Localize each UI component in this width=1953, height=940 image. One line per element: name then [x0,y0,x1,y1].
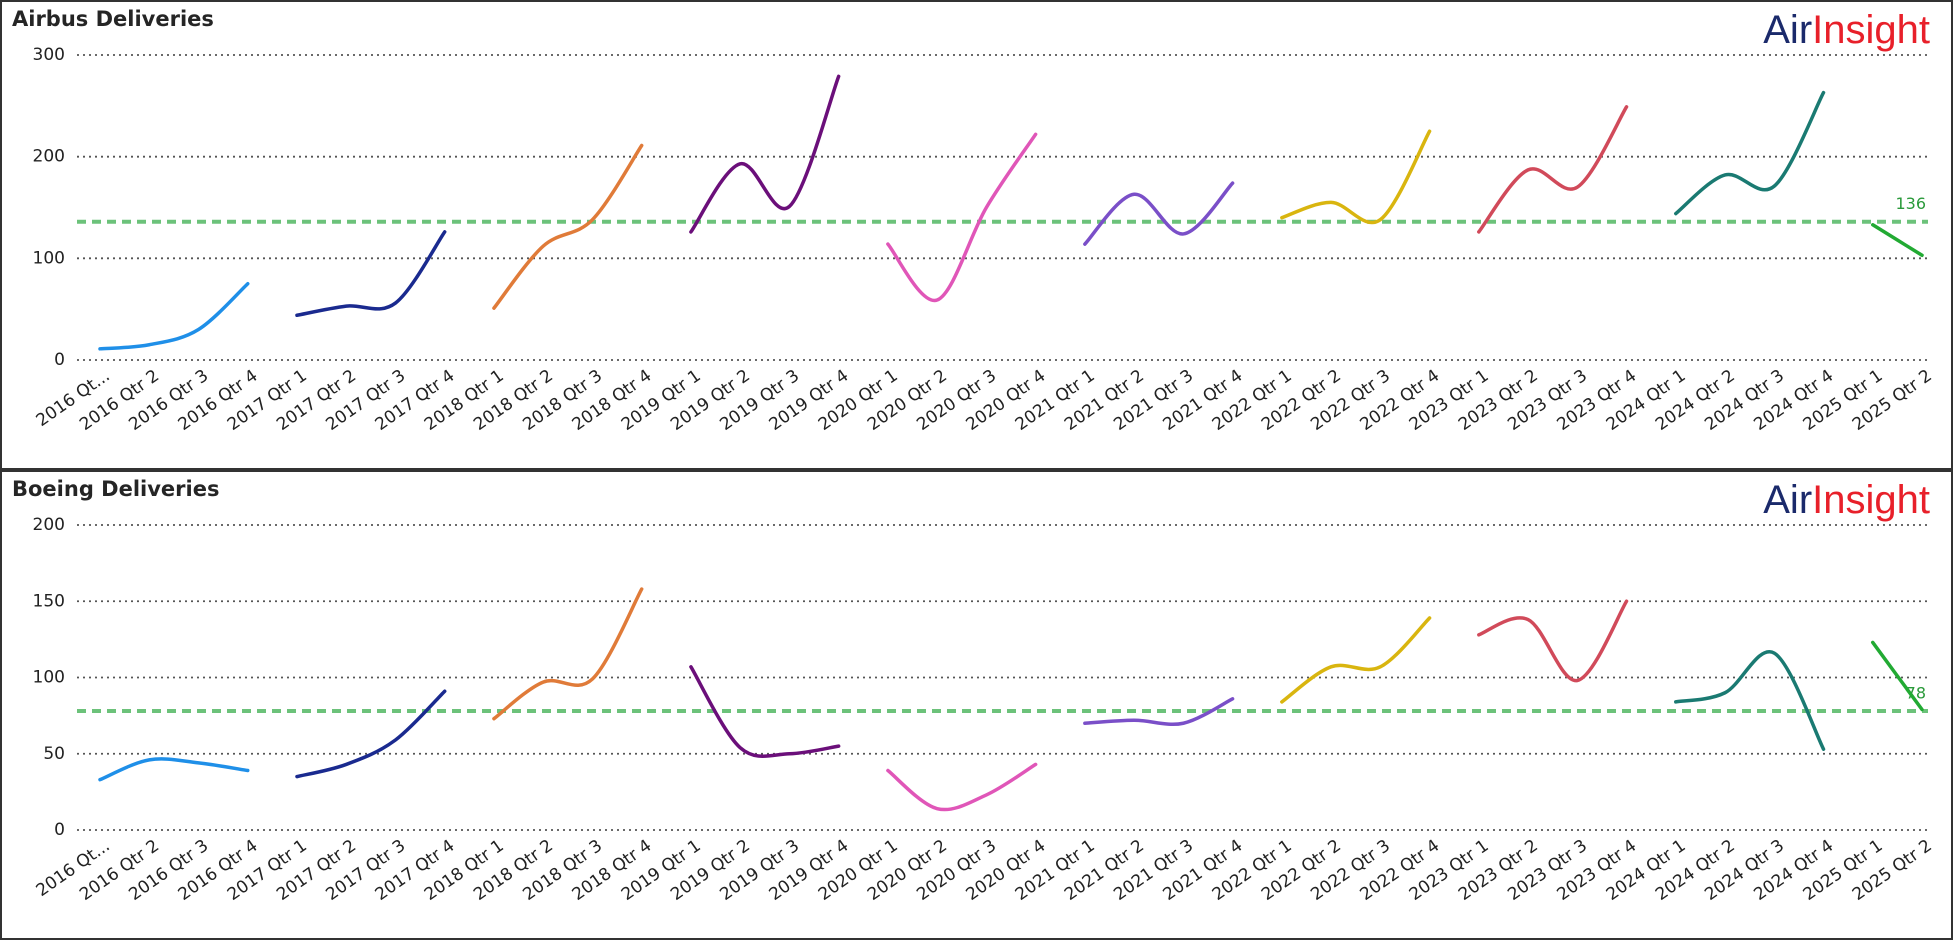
brand-part: Insight [1812,8,1930,52]
panel-border [0,470,1953,940]
series-line [98,757,250,782]
brand-logo: AirInsight [1763,8,1930,52]
series-line [689,74,841,234]
series-line [1674,90,1826,216]
brand-part: Air [1763,478,1812,522]
reference-label: 78 [1906,684,1926,703]
chart-title: Boeing Deliveries [12,477,219,501]
series-line [689,665,841,758]
series-line [492,143,644,310]
chart-title: Airbus Deliveries [12,7,214,31]
brand-logo: AirInsight [1763,478,1930,522]
y-tick-label: 0 [54,820,65,840]
series-line [886,762,1038,812]
series-line [1083,181,1235,246]
y-tick-label: 100 [33,248,65,268]
series-line [886,132,1038,302]
y-tick-label: 50 [43,744,65,764]
series-line [1477,599,1629,683]
chart-panel: Airbus Deliveries AirInsight0100200300201… [0,0,1953,470]
y-tick-label: 100 [33,668,65,688]
series-line [1280,129,1432,225]
y-tick-label: 0 [54,350,65,370]
series-line [1871,640,1924,712]
y-tick-label: 150 [33,591,65,611]
y-tick-label: 300 [33,45,65,65]
series-line [1083,697,1235,727]
series-line [1871,223,1924,258]
y-tick-label: 200 [33,515,65,535]
series-line [492,587,644,721]
series-line [1280,616,1432,704]
series-line [295,230,447,318]
chart-panel: Boeing Deliveries AirInsight0501001502002… [0,470,1953,940]
reference-label: 136 [1895,194,1926,213]
series-line [98,282,250,351]
series-line [1477,105,1629,234]
brand-part: Air [1763,8,1812,52]
y-tick-label: 200 [33,147,65,167]
brand-part: Insight [1812,478,1930,522]
panel-border [0,0,1953,470]
series-line [1674,649,1826,751]
series-line [295,689,447,779]
